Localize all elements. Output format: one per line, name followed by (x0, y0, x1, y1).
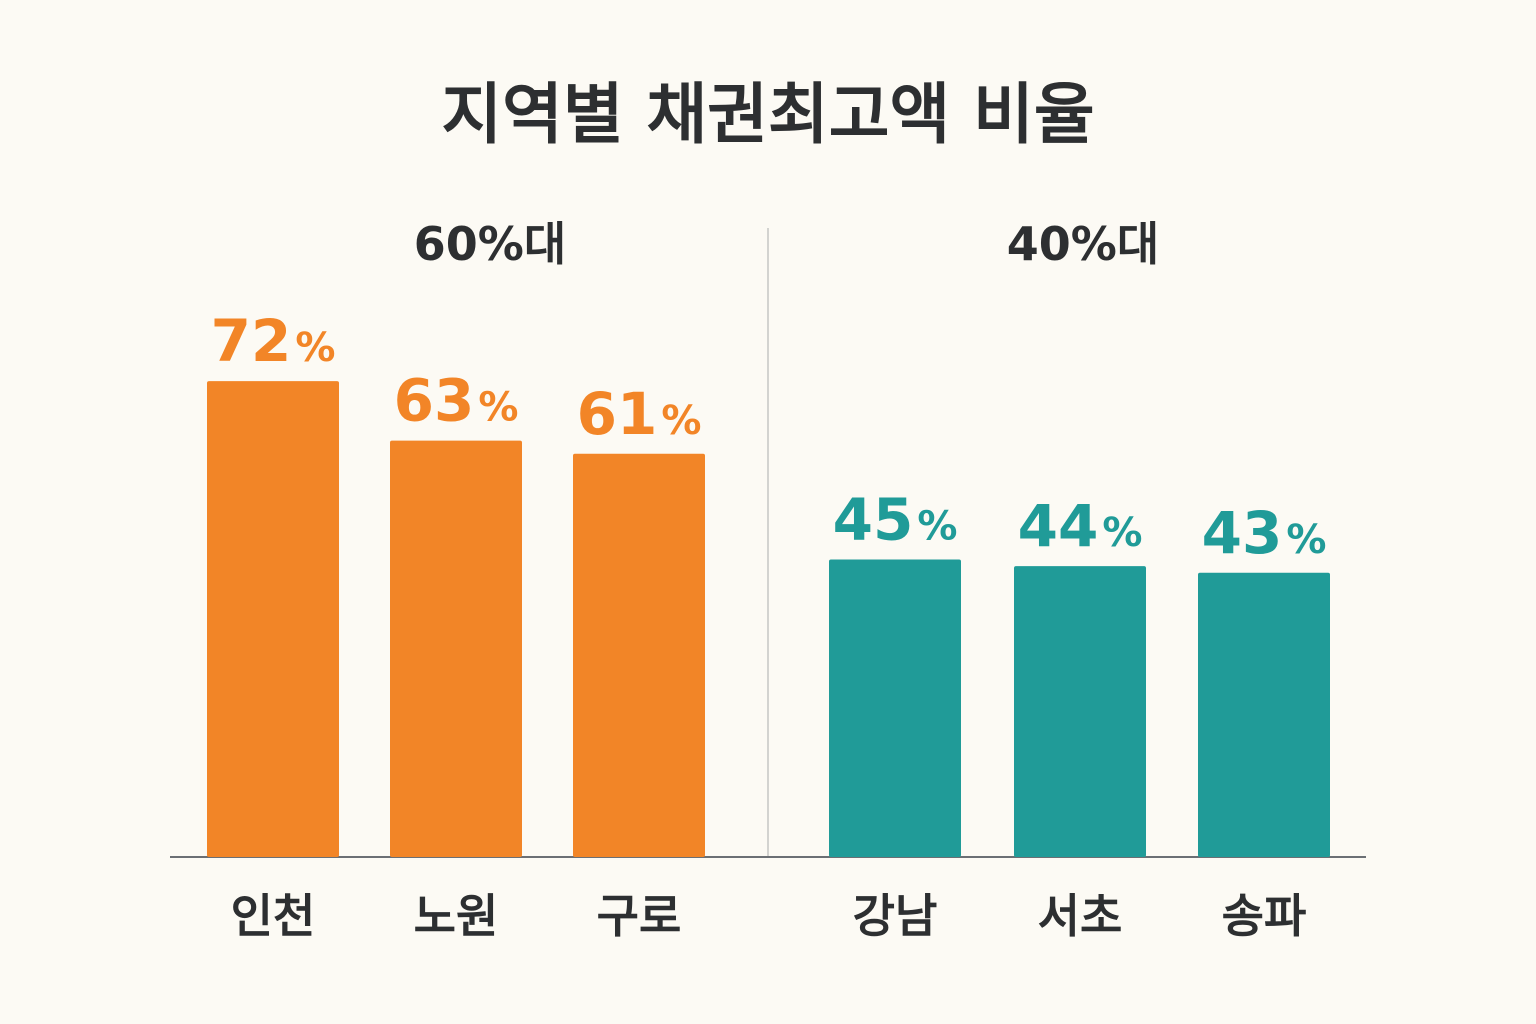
data-label-인천: 72% (211, 307, 336, 375)
category-label-인천: 인천 (231, 889, 316, 943)
category-label-구로: 구로 (597, 889, 682, 943)
group-label-40: 40%대 (1007, 217, 1159, 271)
bar-인천 (207, 381, 339, 857)
category-label-송파: 송파 (1222, 889, 1307, 943)
bar-서초 (1014, 566, 1146, 857)
data-label-서초: 44% (1018, 492, 1143, 560)
category-label-강남: 강남 (853, 889, 938, 943)
category-label-노원: 노원 (414, 889, 499, 943)
data-label-구로: 61% (577, 380, 702, 448)
bar-구로 (573, 453, 705, 857)
data-label-송파: 43% (1202, 499, 1327, 567)
bar-강남 (829, 559, 961, 857)
chart-title: 지역별 채권최고액 비율 (441, 76, 1094, 153)
category-label-서초: 서초 (1038, 889, 1123, 943)
bar-송파 (1198, 572, 1330, 857)
group-label-60: 60%대 (414, 217, 566, 271)
bar-marks: 72 % 인천 63 % 노원 61 % 구로 45 % 강남 44 % 서초 43 % 송파 (207, 307, 1330, 943)
bar-노원 (390, 440, 522, 857)
data-label-강남: 45% (833, 486, 958, 554)
data-label-노원: 63% (394, 367, 519, 435)
